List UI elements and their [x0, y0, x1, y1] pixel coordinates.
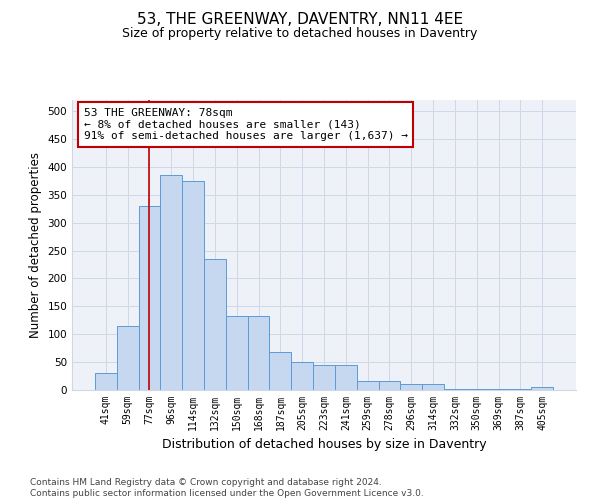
Bar [466, 389, 488, 390]
Bar [379, 380, 400, 390]
Bar [117, 326, 139, 390]
Bar [160, 176, 182, 390]
Bar [357, 380, 379, 390]
X-axis label: Distribution of detached houses by size in Daventry: Distribution of detached houses by size … [161, 438, 487, 452]
Y-axis label: Number of detached properties: Number of detached properties [29, 152, 42, 338]
Bar [248, 316, 269, 390]
Bar [531, 386, 553, 390]
Bar [488, 389, 509, 390]
Bar [509, 389, 531, 390]
Text: Size of property relative to detached houses in Daventry: Size of property relative to detached ho… [122, 28, 478, 40]
Text: 53 THE GREENWAY: 78sqm
← 8% of detached houses are smaller (143)
91% of semi-det: 53 THE GREENWAY: 78sqm ← 8% of detached … [83, 108, 407, 141]
Bar [313, 365, 335, 390]
Text: Contains HM Land Registry data © Crown copyright and database right 2024.
Contai: Contains HM Land Registry data © Crown c… [30, 478, 424, 498]
Bar [139, 206, 160, 390]
Bar [226, 316, 248, 390]
Bar [335, 365, 357, 390]
Bar [444, 389, 466, 390]
Bar [422, 384, 444, 390]
Bar [269, 352, 291, 390]
Text: 53, THE GREENWAY, DAVENTRY, NN11 4EE: 53, THE GREENWAY, DAVENTRY, NN11 4EE [137, 12, 463, 28]
Bar [291, 362, 313, 390]
Bar [182, 181, 204, 390]
Bar [95, 374, 117, 390]
Bar [400, 384, 422, 390]
Bar [204, 259, 226, 390]
